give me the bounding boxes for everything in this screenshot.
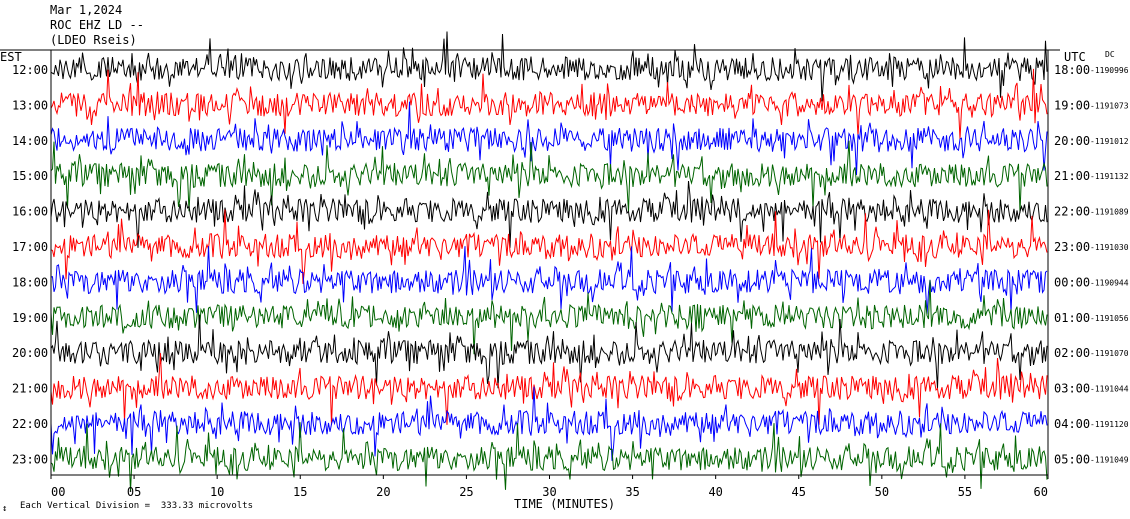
- dc-offset-label: -1191030: [1090, 243, 1129, 252]
- seismic-traces: [50, 31, 1048, 492]
- est-hour-label: 14:00: [12, 134, 48, 148]
- utc-hour-label: 18:00: [1054, 63, 1090, 77]
- est-hour-label: 17:00: [12, 240, 48, 254]
- dc-offset-label: -1190996: [1090, 66, 1129, 75]
- x-axis-ticks: 00 05 10 15 20 25 30 35 40 45 50 55 60: [50, 475, 1049, 499]
- utc-hour-label: 00:00: [1054, 275, 1090, 289]
- scale-marker-icon: ↕: [2, 504, 8, 514]
- x-tick-label: 40: [708, 485, 722, 499]
- trace-1500: [50, 140, 1048, 213]
- est-hour-label: 19:00: [12, 311, 48, 325]
- dc-header-label: DC: [1105, 50, 1115, 59]
- x-tick-label: 35: [625, 485, 639, 499]
- est-hour-label: 23:00: [12, 452, 48, 466]
- x-axis-title: TIME (MINUTES): [514, 497, 615, 511]
- dc-offset-label: -1191049: [1090, 455, 1129, 464]
- est-hour-label: 16:00: [12, 205, 48, 219]
- trace-1900: [50, 280, 1048, 355]
- trace-2100: [50, 353, 1048, 426]
- x-tick-label: 30: [542, 485, 556, 499]
- utc-hour-label: 23:00: [1054, 240, 1090, 254]
- x-tick-label: 05: [127, 485, 141, 499]
- x-tick-label: 60: [1034, 485, 1048, 499]
- x-tick-label: 10: [210, 485, 224, 499]
- trace-1600: [50, 180, 1048, 248]
- dc-offset-label: -1191056: [1090, 314, 1129, 323]
- dc-offset-label: -1191044: [1090, 385, 1129, 394]
- x-tick-label: 00: [51, 485, 65, 499]
- est-hour-label: 18:00: [12, 275, 48, 289]
- utc-hour-label: 03:00: [1054, 382, 1090, 396]
- x-tick-label: 55: [958, 485, 972, 499]
- est-hour-label: 12:00: [12, 63, 48, 77]
- utc-hour-label: 20:00: [1054, 134, 1090, 148]
- header-date: Mar 1,2024: [50, 3, 123, 17]
- dc-offset-labels: -1190996 -1191073 -1191012 -1191132 -1191089…: [1090, 66, 1129, 464]
- est-hour-label: 21:00: [12, 382, 48, 396]
- dc-offset-label: -1190944: [1090, 278, 1129, 287]
- x-tick-label: 45: [792, 485, 806, 499]
- utc-hour-labels: 18:00 19:00 20:00 21:00 22:00 23:00 00:00 01:00…: [1054, 63, 1090, 466]
- utc-hour-label: 21:00: [1054, 169, 1090, 183]
- header-station: ROC EHZ LD --: [50, 18, 144, 32]
- trace-1800: [50, 246, 1048, 315]
- utc-hour-label: 19:00: [1054, 98, 1090, 112]
- dc-offset-label: -1191012: [1090, 137, 1129, 146]
- trace-1300: [50, 68, 1048, 140]
- x-tick-label: 25: [459, 485, 473, 499]
- est-hour-label: 13:00: [12, 98, 48, 112]
- dc-offset-label: -1191070: [1090, 349, 1129, 358]
- utc-hour-label: 22:00: [1054, 205, 1090, 219]
- est-hour-label: 22:00: [12, 417, 48, 431]
- left-zone-label: EST: [0, 50, 22, 64]
- dc-offset-label: -1191073: [1090, 101, 1129, 110]
- x-tick-label: 20: [376, 485, 390, 499]
- utc-hour-label: 02:00: [1054, 346, 1090, 360]
- trace-2300: [50, 422, 1048, 492]
- utc-hour-label: 04:00: [1054, 417, 1090, 431]
- est-hour-label: 15:00: [12, 169, 48, 183]
- x-tick-label: 15: [293, 485, 307, 499]
- dc-offset-label: -1191120: [1090, 420, 1129, 429]
- trace-2200: [50, 386, 1048, 461]
- dc-offset-label: -1191132: [1090, 172, 1129, 181]
- right-zone-label: UTC: [1064, 50, 1086, 64]
- dc-offset-label: -1191089: [1090, 208, 1129, 217]
- trace-1200: [50, 31, 1048, 102]
- utc-hour-label: 05:00: [1054, 452, 1090, 466]
- trace-1400: [50, 101, 1048, 176]
- trace-1700: [50, 209, 1048, 284]
- header-source: (LDEO Rseis): [50, 33, 137, 47]
- est-hour-label: 20:00: [12, 346, 48, 360]
- est-hour-labels: 12:00 13:00 14:00 15:00 16:00 17:00 18:00 19:00…: [12, 63, 48, 466]
- x-tick-label: 50: [875, 485, 889, 499]
- scale-text: Each Vertical Division = 333.33 microvol…: [20, 501, 253, 511]
- utc-hour-label: 01:00: [1054, 311, 1090, 325]
- trace-2000: [50, 314, 1048, 389]
